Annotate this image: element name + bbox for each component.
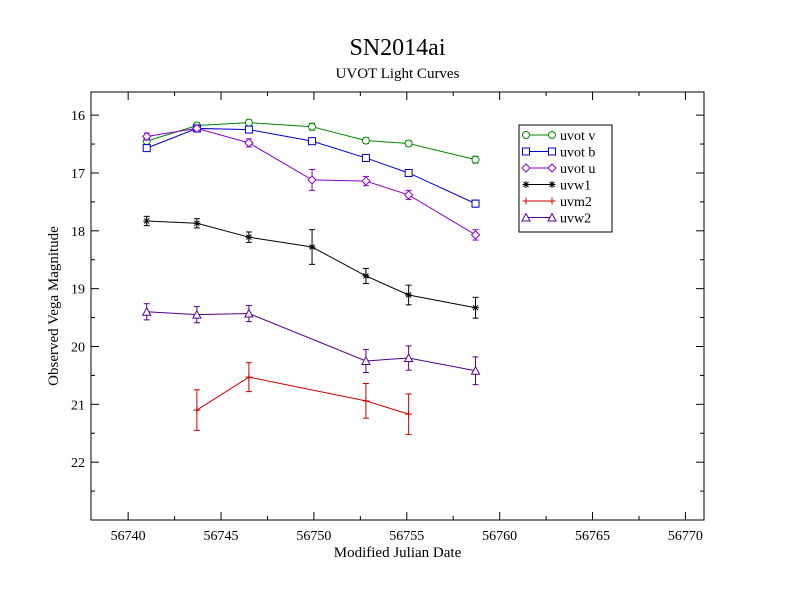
- data-point: [362, 397, 370, 405]
- data-point: [245, 373, 253, 381]
- data-point: [404, 168, 413, 177]
- y-tick-label: 22: [71, 456, 85, 471]
- series-uvot-b: [142, 124, 480, 208]
- legend-marker: [547, 212, 557, 222]
- chart-title: SN2014ai: [350, 35, 446, 61]
- x-tick-label: 56745: [204, 529, 239, 544]
- legend-label: uvw1: [560, 179, 591, 194]
- data-point: [244, 125, 253, 134]
- data-point: [244, 138, 254, 148]
- y-tick-label: 21: [71, 398, 85, 413]
- y-tick-label: 17: [71, 167, 85, 182]
- data-point: [405, 410, 413, 418]
- data-point: [470, 365, 481, 375]
- data-point: [361, 176, 371, 186]
- data-point: [142, 131, 152, 142]
- data-point: [404, 139, 413, 148]
- data-point: [472, 304, 480, 312]
- x-tick-label: 56770: [668, 529, 703, 544]
- data-point: [193, 219, 201, 227]
- data-point: [143, 217, 151, 225]
- data-point: [245, 233, 253, 241]
- legend-marker: [548, 131, 556, 139]
- data-point: [308, 137, 317, 146]
- x-axis: 56740 56745 56750 56755 56760 56765 56770: [111, 92, 703, 544]
- series-line-uvw2: [146, 311, 476, 372]
- series-uvw2: [141, 303, 481, 386]
- data-point: [192, 309, 202, 319]
- chart-subtitle: UVOT Light Curves: [336, 66, 460, 82]
- legend-marker: [521, 163, 531, 173]
- x-tick-label: 56740: [111, 529, 146, 544]
- series-line-uvm2: [196, 376, 409, 415]
- x-tick-label: 56765: [575, 529, 610, 544]
- data-point: [193, 406, 201, 414]
- series-uvm2: [193, 362, 413, 435]
- x-tick-label: 56755: [389, 529, 424, 544]
- data-point: [308, 122, 317, 131]
- data-point: [361, 153, 370, 162]
- data-point: [244, 308, 254, 318]
- data-point: [141, 306, 152, 316]
- data-point: [403, 352, 414, 363]
- legend-marker: [521, 212, 531, 222]
- legend-box: [518, 124, 613, 233]
- legend-label: uvw2: [560, 212, 591, 227]
- legend-marker: [548, 147, 556, 156]
- legend-marker: [522, 147, 530, 156]
- legend-marker: [522, 131, 530, 139]
- plot-frame: [90, 91, 705, 521]
- series-uvw1: [143, 215, 480, 319]
- y-tick-label: 18: [71, 225, 85, 240]
- legend-marker: [522, 181, 530, 188]
- y-tick-label: 20: [71, 340, 85, 355]
- series-uvot-u: [142, 123, 481, 241]
- x-axis-label: Modified Julian Date: [334, 545, 462, 561]
- legend-marker: [547, 163, 557, 173]
- y-tick-label: 16: [71, 109, 85, 124]
- legend-marker: [548, 181, 556, 188]
- legend-label: uvot b: [560, 146, 595, 161]
- data-point: [192, 123, 202, 134]
- data-point: [307, 175, 317, 185]
- data-point: [308, 243, 316, 251]
- y-axis-label: Observed Vega Magnitude: [46, 226, 62, 386]
- x-tick-label: 56760: [482, 529, 517, 544]
- legend-marker: [522, 197, 530, 205]
- data-point: [470, 230, 481, 240]
- legend-marker: [548, 197, 556, 205]
- legend-label: uvm2: [560, 195, 592, 210]
- legend-label: uvot u: [560, 162, 595, 177]
- data-point: [403, 190, 414, 200]
- legend-label: uvot v: [560, 129, 595, 144]
- data-point: [471, 155, 480, 164]
- data-point: [362, 272, 370, 280]
- data-point: [361, 355, 371, 365]
- data-point: [361, 136, 370, 145]
- x-tick-label: 56750: [296, 529, 331, 544]
- y-tick-label: 19: [71, 283, 85, 298]
- data-point: [471, 199, 480, 208]
- data-point: [142, 144, 151, 153]
- series-layer: [141, 118, 481, 435]
- data-point: [244, 118, 253, 127]
- data-point: [405, 291, 413, 299]
- y-axis: 16 17 18 19 20 21 22: [71, 109, 704, 492]
